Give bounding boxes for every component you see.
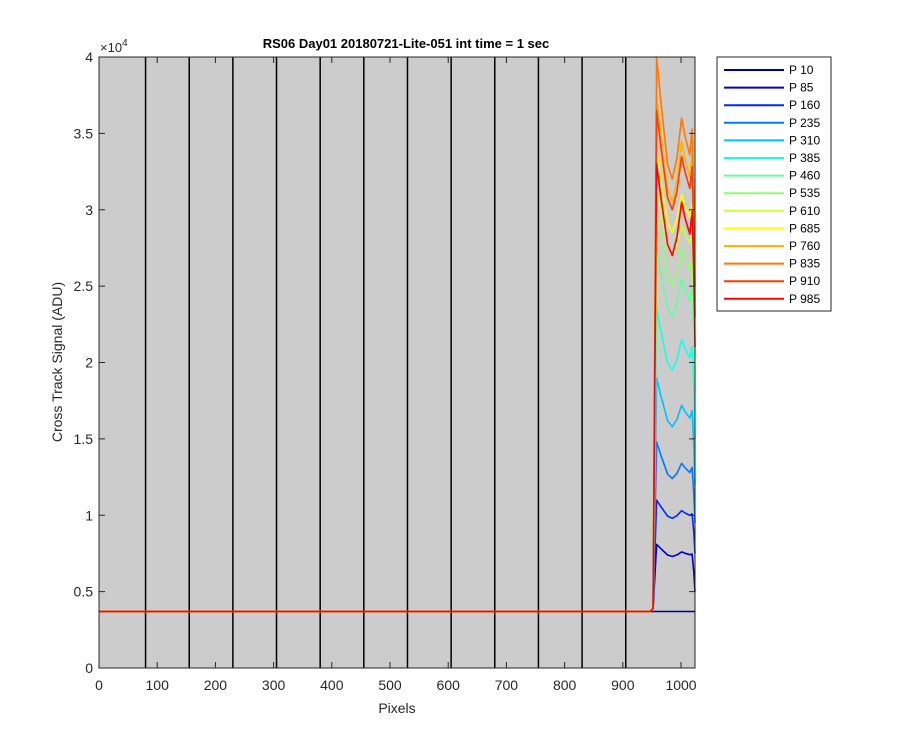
- y-tick-label: 3.5: [74, 125, 94, 141]
- series-line-p985: [99, 163, 696, 613]
- x-tick-label: 800: [553, 677, 577, 693]
- y-tick-label: 0.5: [74, 584, 94, 600]
- legend-label: P 910: [789, 274, 820, 288]
- vertical-lines: [144, 57, 627, 668]
- legend-label: P 985: [789, 292, 820, 306]
- series-layer: [99, 56, 696, 613]
- legend-label: P 160: [789, 98, 820, 112]
- legend: P 10 P 85 P 160 P 235 P 310 P 385 P 460 P 535 P …: [716, 56, 832, 312]
- y-tick-label: 3: [85, 202, 93, 218]
- x-tick-label: 400: [320, 677, 344, 693]
- axes: 0 100 200 300 400 500 600 700 800 900 1000 0 0.5 1 1.…: [74, 49, 697, 693]
- legend-items: P 10 P 85 P 160 P 235 P 310 P 385 P 460 P 535 P …: [724, 63, 820, 306]
- y-exponent-label: ×104: [100, 38, 128, 55]
- legend-label: P 235: [789, 116, 820, 130]
- x-axis-label: Pixels: [378, 700, 415, 716]
- legend-label: P 85: [789, 81, 814, 95]
- x-tick-label: 100: [146, 677, 170, 693]
- x-tick-label: 300: [262, 677, 286, 693]
- y-tick-label: 1.5: [74, 431, 94, 447]
- x-tick-label: 700: [495, 677, 519, 693]
- y-tick-label: 0: [85, 660, 93, 676]
- y-tick-label: 4: [85, 49, 93, 65]
- legend-label: P 385: [789, 151, 820, 165]
- y-exponent-power: 4: [122, 38, 128, 49]
- x-tick-label: 500: [378, 677, 402, 693]
- legend-label: P 685: [789, 221, 820, 235]
- chart-title: RS06 Day01 20180721-Lite-051 int time = …: [263, 36, 550, 51]
- x-tick-label: 1000: [665, 677, 696, 693]
- x-tick-label: 600: [437, 677, 461, 693]
- legend-label: P 760: [789, 239, 820, 253]
- x-ticks: 0 100 200 300 400 500 600 700 800 900 1000: [95, 57, 697, 693]
- x-tick-label: 0: [95, 677, 103, 693]
- x-tick-label: 200: [204, 677, 228, 693]
- y-ticks: 0 0.5 1 1.5 2 2.5 3 3.5 4: [74, 49, 695, 676]
- x-tick-label: 900: [611, 677, 635, 693]
- legend-box: [716, 56, 832, 312]
- legend-label: P 310: [789, 133, 820, 147]
- y-axis-label: Cross Track Signal (ADU): [49, 282, 65, 442]
- legend-label: P 835: [789, 257, 820, 271]
- legend-label: P 535: [789, 186, 820, 200]
- legend-label: P 460: [789, 169, 820, 183]
- y-tick-label: 1: [85, 507, 93, 523]
- y-tick-label: 2.5: [74, 278, 94, 294]
- y-tick-label: 2: [85, 355, 93, 371]
- y-exponent-base: ×10: [100, 40, 122, 55]
- legend-label: P 610: [789, 204, 820, 218]
- plot-background: [99, 57, 695, 668]
- legend-label: P 10: [789, 63, 814, 77]
